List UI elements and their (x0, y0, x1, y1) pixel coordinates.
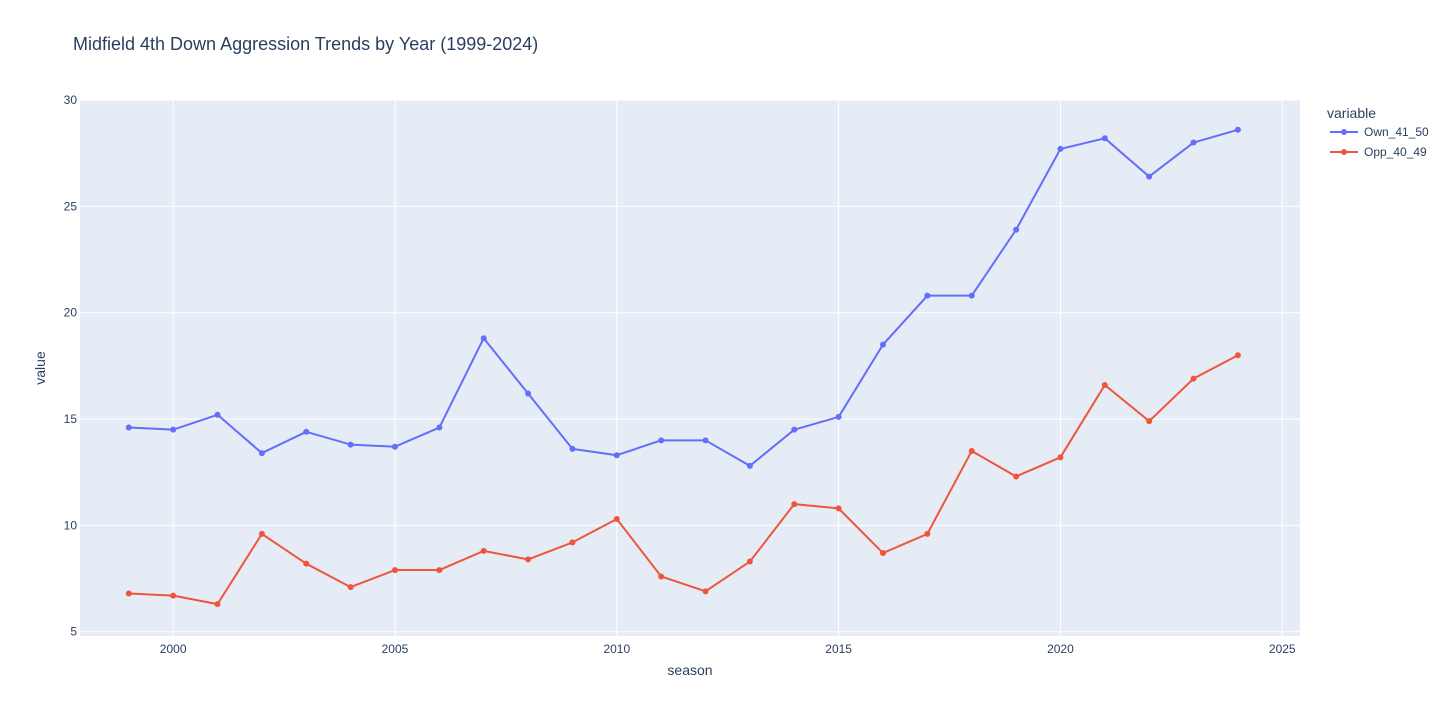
data-point[interactable] (436, 567, 443, 574)
y-tick-label: 5 (70, 625, 77, 639)
data-point[interactable] (613, 516, 620, 523)
data-point[interactable] (170, 592, 177, 599)
data-point[interactable] (391, 443, 398, 450)
x-tick-labels: 2000 2005 2010 2015 2020 2025 (160, 642, 1296, 656)
data-point[interactable] (658, 437, 665, 444)
data-point[interactable] (835, 413, 842, 420)
x-axis-title: season (667, 662, 712, 678)
legend-marker (1341, 129, 1347, 135)
data-point[interactable] (613, 452, 620, 459)
x-gridlines (172, 100, 1283, 636)
data-point[interactable] (125, 590, 132, 597)
data-point[interactable] (1101, 382, 1108, 389)
y-tick-label: 20 (64, 306, 78, 320)
data-point[interactable] (391, 567, 398, 574)
data-point[interactable] (1013, 473, 1020, 480)
data-point[interactable] (968, 447, 975, 454)
data-point[interactable] (347, 441, 354, 448)
x-tick-label: 2000 (160, 642, 187, 656)
data-point[interactable] (791, 426, 798, 433)
series-line (128, 128, 1239, 467)
data-point[interactable] (214, 411, 221, 418)
data-point[interactable] (1234, 352, 1241, 359)
data-point[interactable] (924, 292, 931, 299)
data-point[interactable] (835, 505, 842, 512)
data-point[interactable] (1057, 145, 1064, 152)
data-point[interactable] (258, 450, 265, 457)
data-point[interactable] (879, 341, 886, 348)
data-point[interactable] (303, 560, 310, 567)
data-point[interactable] (170, 426, 177, 433)
data-point[interactable] (1101, 135, 1108, 142)
legend-marker (1341, 149, 1347, 155)
data-point[interactable] (480, 547, 487, 554)
data-point[interactable] (303, 428, 310, 435)
data-point[interactable] (569, 539, 576, 546)
y-axis-title: value (32, 351, 48, 385)
data-point[interactable] (924, 530, 931, 537)
data-point[interactable] (1234, 126, 1241, 133)
x-tick-label: 2025 (1269, 642, 1296, 656)
data-point[interactable] (347, 584, 354, 591)
data-point[interactable] (658, 573, 665, 580)
y-tick-labels: 5 10 15 20 25 30 (64, 93, 78, 639)
data-point[interactable] (525, 556, 532, 563)
x-tick-label: 2010 (603, 642, 630, 656)
data-point[interactable] (1013, 226, 1020, 233)
data-point[interactable] (258, 530, 265, 537)
legend-label: Opp_40_49 (1364, 145, 1427, 159)
legend[interactable]: variable Own_41_50 Opp_40_49 (1327, 105, 1429, 159)
data-point[interactable] (702, 437, 709, 444)
data-point[interactable] (125, 424, 132, 431)
y-tick-label: 15 (64, 412, 78, 426)
legend-item-opp-40-49[interactable]: Opp_40_49 (1330, 145, 1427, 159)
legend-label: Own_41_50 (1364, 125, 1429, 139)
data-point[interactable] (1190, 375, 1197, 382)
legend-title: variable (1327, 105, 1376, 121)
data-point[interactable] (1146, 173, 1153, 180)
data-point[interactable] (436, 424, 443, 431)
y-tick-label: 10 (64, 518, 78, 532)
y-tick-label: 30 (64, 93, 78, 107)
series-opp-40-49 (125, 352, 1241, 608)
data-point[interactable] (968, 292, 975, 299)
data-point[interactable] (791, 501, 798, 508)
chart-title: Midfield 4th Down Aggression Trends by Y… (73, 34, 538, 54)
data-point[interactable] (214, 601, 221, 608)
data-point[interactable] (879, 550, 886, 557)
x-tick-label: 2020 (1047, 642, 1074, 656)
legend-item-own-41-50[interactable]: Own_41_50 (1330, 125, 1429, 139)
x-tick-label: 2015 (825, 642, 852, 656)
y-gridlines (80, 99, 1300, 633)
plot-area (80, 100, 1300, 636)
data-point[interactable] (746, 462, 753, 469)
data-point[interactable] (569, 445, 576, 452)
data-point[interactable] (1146, 418, 1153, 425)
data-point[interactable] (1057, 454, 1064, 461)
data-point[interactable] (1190, 139, 1197, 146)
data-point[interactable] (702, 588, 709, 595)
series-line (128, 354, 1239, 606)
data-point[interactable] (480, 335, 487, 342)
y-tick-label: 25 (64, 199, 78, 213)
series-layer (125, 126, 1241, 608)
x-tick-label: 2005 (382, 642, 409, 656)
data-point[interactable] (746, 558, 753, 565)
series-own-41-50 (125, 126, 1241, 469)
data-point[interactable] (525, 390, 532, 397)
